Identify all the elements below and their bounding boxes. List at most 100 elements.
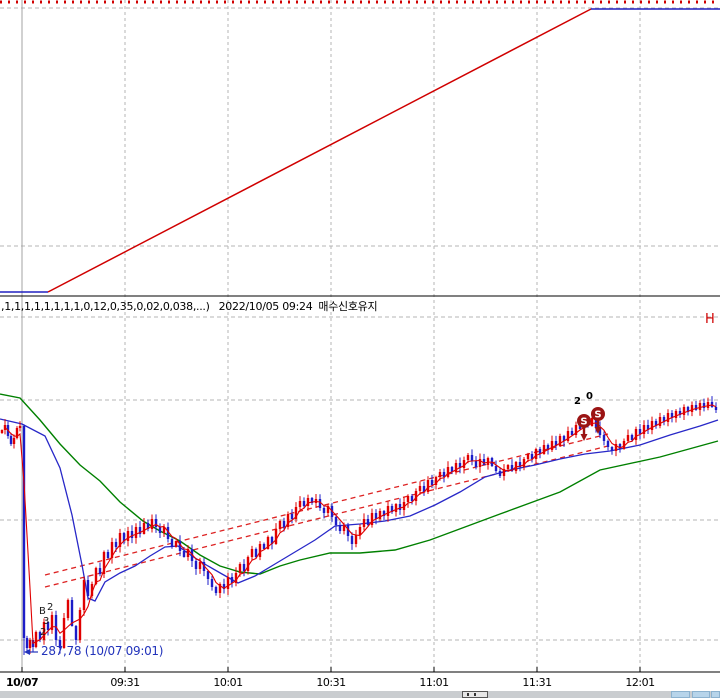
candle-body xyxy=(234,573,238,583)
time-axis-label: 10:01 xyxy=(213,676,243,689)
buy-marker-char: 2 xyxy=(47,602,54,613)
candle-body xyxy=(518,462,522,467)
scrollbar-button[interactable] xyxy=(711,691,720,698)
scrollbar-track[interactable] xyxy=(0,691,720,698)
candle-body xyxy=(450,467,454,472)
scrollbar-button[interactable] xyxy=(671,691,690,698)
candle-body xyxy=(402,502,406,510)
candle-body xyxy=(206,571,210,579)
candle-body xyxy=(166,527,170,539)
candle-body xyxy=(98,568,102,574)
candle-body xyxy=(462,460,466,468)
candle-body xyxy=(306,498,310,506)
candle-body xyxy=(106,552,110,558)
candle-body xyxy=(0,430,4,433)
candle-body xyxy=(690,405,694,412)
candle-body xyxy=(694,405,698,410)
scrollbar-button[interactable] xyxy=(692,691,710,698)
candle-body xyxy=(12,438,16,444)
candle-body xyxy=(406,496,410,502)
candle-body xyxy=(178,541,182,551)
candle-body xyxy=(662,417,666,422)
candle-body xyxy=(326,506,330,513)
candle-body xyxy=(142,523,146,534)
candle-body xyxy=(22,426,26,638)
candle-body xyxy=(362,519,366,527)
candle-body xyxy=(646,425,650,430)
candle-body xyxy=(374,513,378,519)
candle-body xyxy=(634,429,638,440)
candle-body xyxy=(614,444,618,451)
candle-body xyxy=(542,445,546,454)
candle-body xyxy=(666,413,670,422)
candle-body xyxy=(366,519,370,525)
time-axis-label: 10:31 xyxy=(316,676,346,689)
sell-signal-letter: S xyxy=(594,410,601,421)
trendline-dashed xyxy=(44,433,609,576)
candle-body xyxy=(322,508,326,513)
candle-body xyxy=(130,531,134,538)
candle-body xyxy=(442,472,446,477)
candle-body xyxy=(298,501,302,507)
candle-body xyxy=(9,436,13,444)
sell-signal-circle xyxy=(577,414,591,428)
candle-body xyxy=(350,536,354,544)
candle-body xyxy=(422,486,426,492)
low-arrow-head xyxy=(24,649,30,655)
candle-body xyxy=(454,463,458,472)
candle-body xyxy=(638,429,642,434)
candle-body xyxy=(74,626,78,640)
candle-body xyxy=(390,506,394,512)
candle-body xyxy=(90,584,94,596)
candle-body xyxy=(434,477,438,485)
candle-body xyxy=(34,632,38,647)
candle-body xyxy=(214,587,218,593)
candle-body xyxy=(538,449,542,454)
sell-signal-letter: S xyxy=(580,417,587,428)
candle-body xyxy=(170,539,174,547)
candle-body xyxy=(654,421,658,426)
candle-body xyxy=(398,504,402,510)
candle-body xyxy=(122,533,126,541)
candle-body xyxy=(530,454,534,459)
candle-body xyxy=(418,486,422,491)
candle-body xyxy=(194,561,198,569)
scrollbar-thumb[interactable] xyxy=(462,691,488,698)
candle-body xyxy=(254,549,258,557)
candle-body xyxy=(242,564,246,571)
candle-body xyxy=(386,506,390,516)
sell-signal-arrow xyxy=(594,427,602,434)
candle-body xyxy=(28,640,32,648)
candle-body xyxy=(574,425,578,435)
candle-body xyxy=(42,622,46,640)
sell-signal-arrow xyxy=(580,434,588,441)
candle-body xyxy=(602,435,606,441)
ma-fast-line xyxy=(4,404,717,645)
candle-body xyxy=(250,549,254,557)
candle-body xyxy=(482,459,486,465)
candle-body xyxy=(494,466,498,471)
candle-body xyxy=(218,584,222,593)
candle-body xyxy=(630,435,634,440)
candle-body xyxy=(70,600,74,626)
candle-body xyxy=(486,458,490,465)
candle-body xyxy=(674,411,678,418)
signal-status-text: 매수신호유지 xyxy=(318,300,378,313)
candle-body xyxy=(262,544,266,549)
candle-body xyxy=(578,425,582,429)
candle-body xyxy=(686,407,690,412)
day-low-annotation: 287,78 (10/07 09:01) xyxy=(41,644,164,658)
candle-body xyxy=(198,562,202,569)
candle-body xyxy=(550,441,554,450)
candle-body xyxy=(310,498,314,503)
candle-body xyxy=(566,431,570,441)
candle-body xyxy=(510,465,514,471)
candle-body xyxy=(282,521,286,527)
indicator-params: ,1,1,1,1,1,1,1,1,0,12,0,35,0,02,0,038,..… xyxy=(1,300,210,313)
candle-body xyxy=(382,511,386,516)
buy-marker-char: 2 xyxy=(40,627,47,638)
candle-body xyxy=(58,640,62,648)
candle-body xyxy=(446,467,450,477)
candle-body xyxy=(534,449,538,459)
